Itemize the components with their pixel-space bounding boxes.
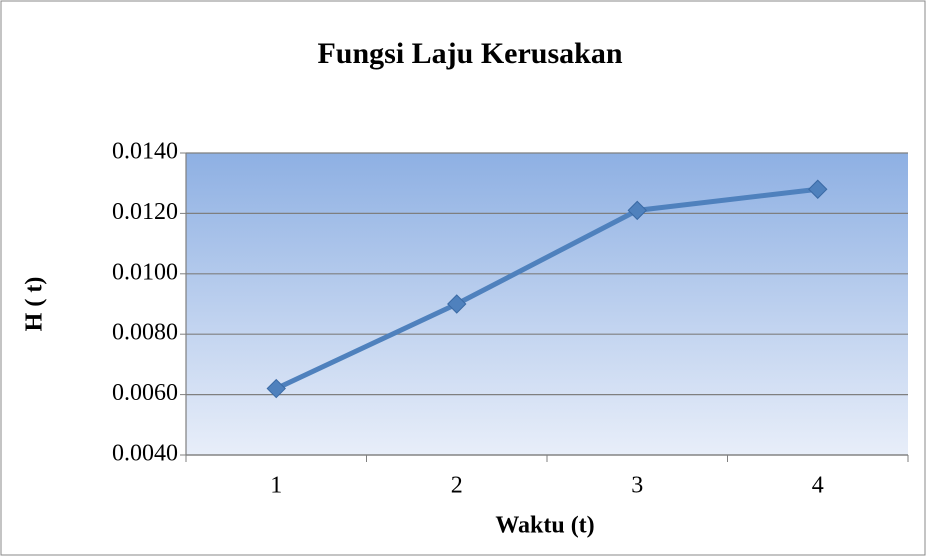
y-tick-label: 0.0120 — [112, 199, 178, 225]
chart-title: Fungsi Laju Kerusakan — [317, 37, 622, 70]
y-axis-title: H ( t) — [22, 277, 48, 332]
x-tick-label: 4 — [812, 473, 824, 499]
data-point — [808, 179, 828, 199]
plot-area — [186, 153, 908, 455]
x-tick-label: 1 — [270, 473, 282, 499]
x-axis-title: Waktu (t) — [495, 513, 594, 539]
data-point — [627, 200, 647, 221]
x-tick-label: 3 — [631, 473, 643, 499]
y-tick-label: 0.0140 — [112, 139, 178, 165]
y-tick-label: 0.0080 — [112, 320, 178, 346]
y-tick-label: 0.0060 — [112, 380, 178, 406]
series-line — [275, 186, 819, 391]
y-tick-label: 0.0100 — [112, 259, 178, 285]
data-point — [447, 294, 467, 314]
x-tick-label: 2 — [451, 473, 463, 499]
y-tick-label: 0.0040 — [112, 441, 178, 467]
data-point — [266, 378, 286, 399]
